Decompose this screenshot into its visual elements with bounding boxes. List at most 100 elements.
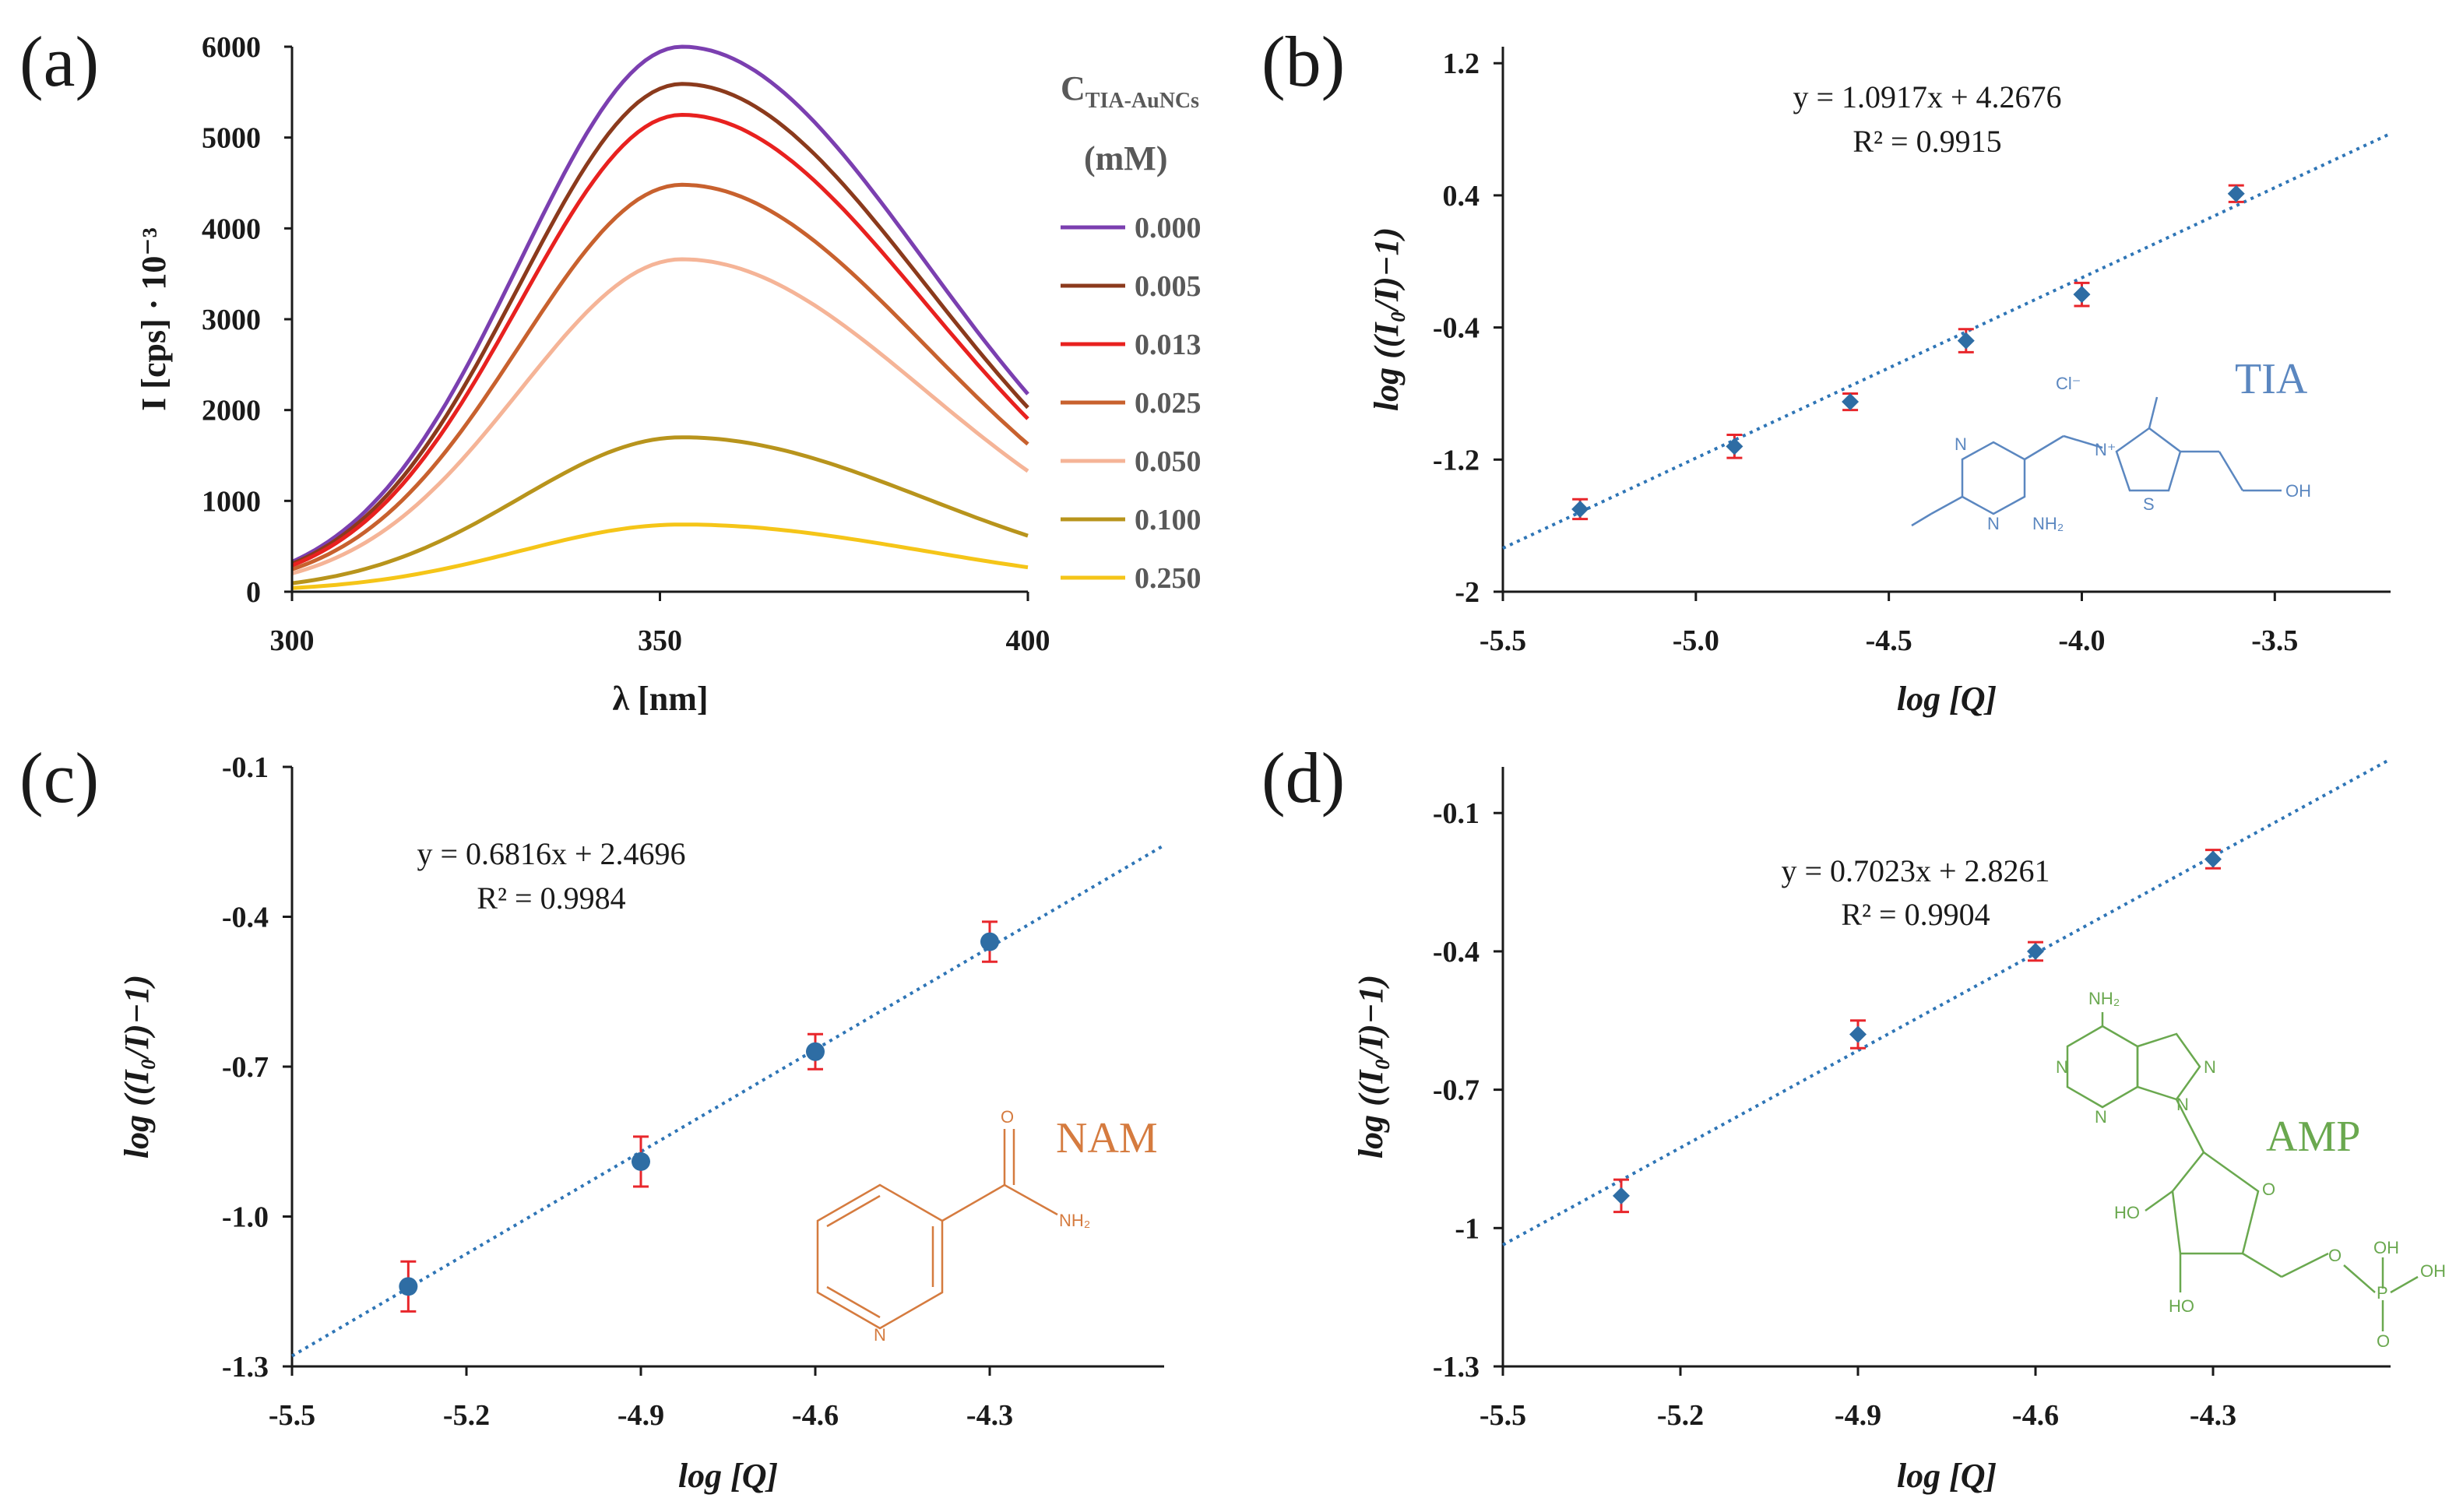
panel-a-x-ticks: 300 350 400 <box>270 592 1050 657</box>
panel-d-x-label: log [Q] <box>1897 1457 1997 1495</box>
panel-b-tia-plot: (b) -2 -1.2 -0.4 0.4 1.2 -5.5 -5.0 -4.5 -4.0 -3.5… <box>1261 22 2391 718</box>
panel-c-nam-plot: (c) -1.3 -1.0 -0.7 -0.4 -0.1 -5.5 -5.2 -4.9 -4.6… <box>19 738 1166 1495</box>
panel-b-x-label: log [Q] <box>1897 680 1997 718</box>
panel-d-fit-line <box>1502 758 2391 1247</box>
amp-ribose-ring <box>2171 1151 2260 1255</box>
amp-atom-n7: N <box>2204 1057 2216 1077</box>
c-xtick-label: -4.3 <box>966 1399 1013 1432</box>
tia-atom-oh: OH <box>2285 481 2311 501</box>
panel-b-letter: (b) <box>1261 22 1345 101</box>
amp-atom-oh-2: OH <box>2420 1261 2446 1281</box>
a-ytick-label: 6000 <box>202 31 261 64</box>
panel-c-y-label: log ((I₀/I)−1) <box>118 975 156 1159</box>
panel-a-legend: 0.000 0.005 0.013 0.025 0.050 0.100 0.250 <box>1061 212 1202 595</box>
nam-atom-o: O <box>1001 1107 1014 1127</box>
a-ytick-label: 0 <box>246 576 261 609</box>
amp-atom-n1: N <box>2056 1057 2068 1077</box>
legend-title-sub: TIA-AuNCs <box>1085 89 1199 113</box>
c-ytick-label: -1.3 <box>222 1351 269 1384</box>
amp-atom-p: P <box>2377 1283 2388 1303</box>
panel-d-equation: y = 0.7023x + 2.8261 <box>1781 853 2050 888</box>
d-data-point <box>1849 1025 1867 1043</box>
b-xtick-label: -3.5 <box>2251 624 2298 657</box>
amp-atom-n3: N <box>2095 1107 2107 1127</box>
legend-label-0.005: 0.005 <box>1135 270 1202 303</box>
amp-atom-o5: O <box>2328 1246 2342 1265</box>
c-xtick-label: -4.6 <box>792 1399 839 1432</box>
panel-c-points <box>399 920 999 1313</box>
b-ytick-label: -1.2 <box>1433 444 1480 476</box>
amp-label: AMP <box>2266 1113 2360 1161</box>
b-data-point <box>1726 438 1743 455</box>
b-data-point <box>2073 286 2091 304</box>
panel-b-y-label: log ((I₀/I)−1) <box>1367 227 1406 411</box>
nam-atom-n: N <box>874 1325 886 1345</box>
d-data-point <box>2204 850 2222 868</box>
c-regression-line <box>290 843 1166 1358</box>
legend-label-0.013: 0.013 <box>1135 329 1202 361</box>
a-xtick-label: 350 <box>638 624 682 657</box>
panel-c-x-label: log [Q] <box>678 1457 778 1495</box>
tia-pyrimidine-ring <box>1930 441 2026 515</box>
d-ytick-label: -0.7 <box>1433 1074 1480 1107</box>
amp-atom-ho-3: HO <box>2169 1296 2194 1316</box>
amp-atom-n9: N <box>2176 1095 2189 1114</box>
d-xtick-label: -4.9 <box>1835 1399 1881 1432</box>
a-ytick-label: 4000 <box>202 213 261 245</box>
panel-b-ticks: -2 -1.2 -0.4 0.4 1.2 -5.5 -5.0 -4.5 -4.0 -3.5 <box>1433 47 2299 657</box>
b-data-point <box>2227 185 2245 202</box>
nam-structure-drawing <box>816 1129 1058 1330</box>
legend-label-0.100: 0.100 <box>1135 504 1202 536</box>
d-ytick-label: -0.4 <box>1433 936 1480 969</box>
d-xtick-label: -4.6 <box>2012 1399 2059 1432</box>
c-data-point <box>399 1277 418 1296</box>
c-xtick-label: -4.9 <box>618 1399 664 1432</box>
legend-label-0.025: 0.025 <box>1135 387 1202 420</box>
d-ytick-label: -0.1 <box>1433 797 1480 830</box>
amp-imidazole-ring <box>2136 1032 2201 1101</box>
panel-a-legend-title: CTIA-AuNCs (mM) <box>1061 69 1199 178</box>
legend-title-c: C <box>1061 69 1085 107</box>
d-ytick-label: -1 <box>1455 1212 1480 1245</box>
b-data-point <box>1957 332 1975 350</box>
b-xtick-label: -5.0 <box>1673 624 1719 657</box>
panel-b-points <box>1571 184 2245 521</box>
panel-b-equation: y = 1.0917x + 4.2676 <box>1793 79 2061 114</box>
d-data-point <box>2027 942 2044 960</box>
panel-d-ticks: -1.3 -1 -0.7 -0.4 -0.1 -5.5 -5.2 -4.9 -4.6 -4.3 <box>1433 797 2236 1432</box>
spectrum-0.050 <box>291 257 1029 575</box>
a-xtick-label: 400 <box>1006 624 1050 657</box>
panel-d-y-label: log ((I₀/I)−1) <box>1352 975 1390 1159</box>
nam-ring-double-1 <box>826 1194 881 1228</box>
tia-atom-s: S <box>2143 494 2155 514</box>
tia-structure-drawing <box>1911 396 2282 527</box>
b-ytick-label: 0.4 <box>1443 180 1480 213</box>
a-ytick-label: 5000 <box>202 122 261 155</box>
panel-a-y-ticks: 0 1000 2000 3000 4000 5000 6000 <box>202 31 292 609</box>
b-xtick-label: -4.0 <box>2058 624 2105 657</box>
tia-ch2-bond-b <box>2063 434 2103 449</box>
amp-atom-o-p: O <box>2377 1331 2390 1351</box>
nam-cn-bond <box>1004 1183 1058 1216</box>
panel-c-ticks: -1.3 -1.0 -0.7 -0.4 -0.1 -5.5 -5.2 -4.9 -4.6 -4.3 <box>222 751 1013 1432</box>
tia-methyl-bond <box>1911 512 1932 527</box>
amp-2oh-bond <box>2145 1190 2173 1212</box>
nam-label: NAM <box>1056 1114 1158 1162</box>
c-ytick-label: -0.1 <box>222 751 269 784</box>
spectrum-0.005 <box>291 82 1029 566</box>
amp-structure-drawing <box>2066 1012 2419 1331</box>
panel-c-r2: R² = 0.9984 <box>477 881 625 916</box>
b-regression-line <box>1502 132 2391 550</box>
panel-d-amp-plot: (d) -1.3 -1 -0.7 -0.4 -0.1 -5.5 -5.2 -4.9 -4.6 -4… <box>1261 738 2446 1495</box>
d-regression-line <box>1502 758 2391 1247</box>
panel-a-letter: (a) <box>19 22 99 101</box>
c-xtick-label: -5.2 <box>443 1399 490 1432</box>
panel-d-points <box>1613 849 2222 1214</box>
amp-atom-o-ring: O <box>2262 1180 2275 1199</box>
d-xtick-label: -5.2 <box>1657 1399 1704 1432</box>
tia-ch2-bond-a <box>2024 434 2064 461</box>
b-data-point <box>1571 500 1589 518</box>
tia-atom-n-1: N <box>1955 434 1967 454</box>
tia-thiazole-ring <box>2115 427 2182 492</box>
